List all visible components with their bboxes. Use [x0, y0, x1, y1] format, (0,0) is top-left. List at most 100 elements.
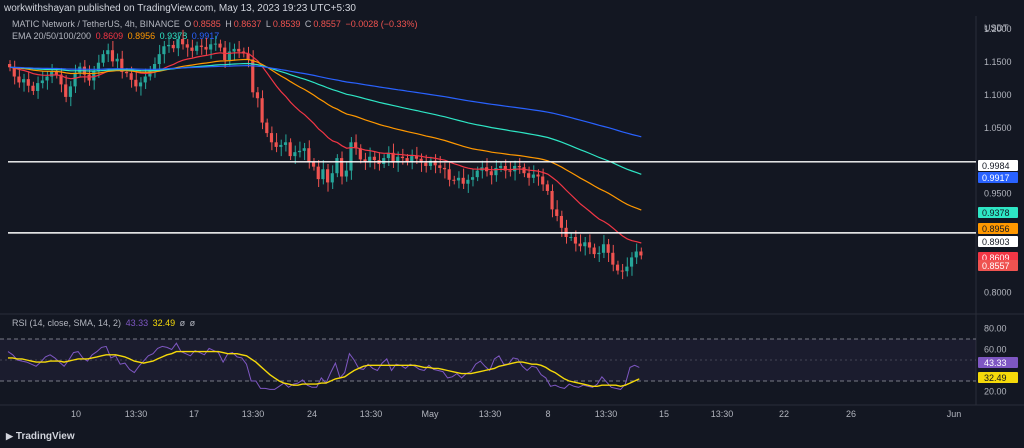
candle-body [204, 46, 208, 50]
open-label: O [184, 19, 192, 29]
candle-body [335, 158, 339, 174]
candle-body [12, 67, 16, 77]
candle-body [536, 174, 540, 177]
rsi-label: RSI (14, close, SMA, 14, 2) [12, 318, 122, 328]
candle-body [555, 209, 559, 216]
candle-body [615, 264, 620, 271]
rsi-extra-1: ø [179, 318, 186, 328]
symbol-title: MATIC Network / TetherUS, 4h, BINANCE [12, 19, 180, 29]
candle-body [550, 190, 554, 210]
tradingview-brand[interactable]: ▶ TradingView [6, 431, 75, 442]
rsi-value-tag-label: 43.33 [984, 358, 1007, 368]
candle-body [101, 54, 105, 63]
x-tick-label: 8 [545, 409, 550, 419]
candle-body [601, 244, 606, 253]
rsi-value-tag [978, 357, 1018, 368]
close-label: C [304, 19, 312, 29]
candle-body [452, 179, 456, 181]
candle-body [587, 242, 592, 248]
candle-body [396, 156, 400, 163]
y-axis-unit: USDT [984, 23, 1009, 33]
candle-body [255, 92, 260, 99]
candle-body [405, 158, 409, 162]
candle-body [227, 51, 231, 61]
candle-body [410, 156, 414, 162]
rsi-legend: RSI (14, close, SMA, 14, 2) 43.33 32.49 … [12, 318, 197, 328]
candle-body [162, 46, 166, 55]
candle-body [171, 44, 175, 49]
price-tag [978, 223, 1018, 234]
candle-body [307, 148, 311, 163]
price-tag [978, 260, 1018, 271]
candle-body [311, 162, 316, 167]
x-tick-label: 13:30 [595, 409, 618, 419]
candle-body [541, 176, 545, 185]
candle-body [152, 64, 157, 70]
candle-body [569, 237, 573, 239]
ema100-value: 0.9378 [159, 31, 188, 41]
candle-body [110, 50, 115, 62]
high-label: H [225, 19, 232, 29]
x-tick-label: 13:30 [479, 409, 502, 419]
price-tag-label: 0.8903 [982, 237, 1010, 247]
price-tag-label: 0.9917 [982, 173, 1010, 183]
candle-body [475, 170, 479, 178]
publisher-caption: workwithshayan published on TradingView.… [4, 3, 356, 14]
ema100-line [9, 62, 642, 175]
candle-body [499, 165, 503, 168]
ema20-line [9, 52, 642, 244]
candle-body [316, 166, 320, 180]
y-tick-label: 0.8000 [984, 287, 1012, 297]
candle-body [639, 251, 643, 256]
x-tick-label: 15 [659, 409, 669, 419]
candle-body [209, 44, 213, 50]
candle-body [433, 160, 437, 166]
candle-body [50, 71, 54, 77]
price-tag [978, 207, 1018, 218]
candle-body [115, 58, 119, 62]
tv-logo-icon: ▶ [6, 431, 13, 441]
candle-body [358, 148, 362, 160]
candle-body [527, 173, 531, 178]
candle-body [442, 167, 447, 170]
candle-body [143, 76, 147, 83]
candle-body [368, 156, 372, 163]
x-tick-label: 13:30 [711, 409, 734, 419]
candle-body [363, 159, 367, 163]
x-tick-label: 17 [189, 409, 199, 419]
candle-body [22, 79, 26, 83]
x-tick-label: 26 [846, 409, 856, 419]
candle-body [134, 79, 138, 87]
low-label: L [265, 19, 271, 29]
candle-body [470, 177, 475, 180]
candle-body [8, 64, 12, 68]
candle-body [36, 83, 40, 91]
candle-body [26, 79, 30, 86]
ema20-value: 0.8609 [95, 31, 124, 41]
candle-body [545, 184, 549, 191]
candle-body [344, 170, 348, 177]
candle-body [96, 62, 101, 72]
candle-body [260, 98, 264, 123]
candle-body [218, 43, 222, 48]
candle-body [461, 177, 465, 184]
price-tag-label: 0.9984 [982, 161, 1010, 171]
rsi-value: 43.33 [125, 318, 149, 328]
candle-body [190, 47, 194, 51]
ema200-line [9, 64, 642, 138]
candle-body [340, 158, 344, 177]
candle-body [64, 84, 68, 97]
y-tick-label: 1.2000 [984, 24, 1012, 34]
candle-body [597, 252, 601, 255]
ema-label: EMA 20/50/100/200 [12, 31, 92, 41]
close-value: 0.8557 [313, 19, 341, 29]
rsi-extra-2: ø [189, 318, 196, 328]
candle-body [424, 162, 428, 166]
candle-body [513, 165, 517, 172]
candle-body [326, 169, 330, 183]
candle-body [419, 158, 423, 163]
candle-body [592, 247, 596, 255]
candle-body [456, 177, 461, 181]
change-value: −0.0028 (−0.33%) [345, 19, 418, 29]
